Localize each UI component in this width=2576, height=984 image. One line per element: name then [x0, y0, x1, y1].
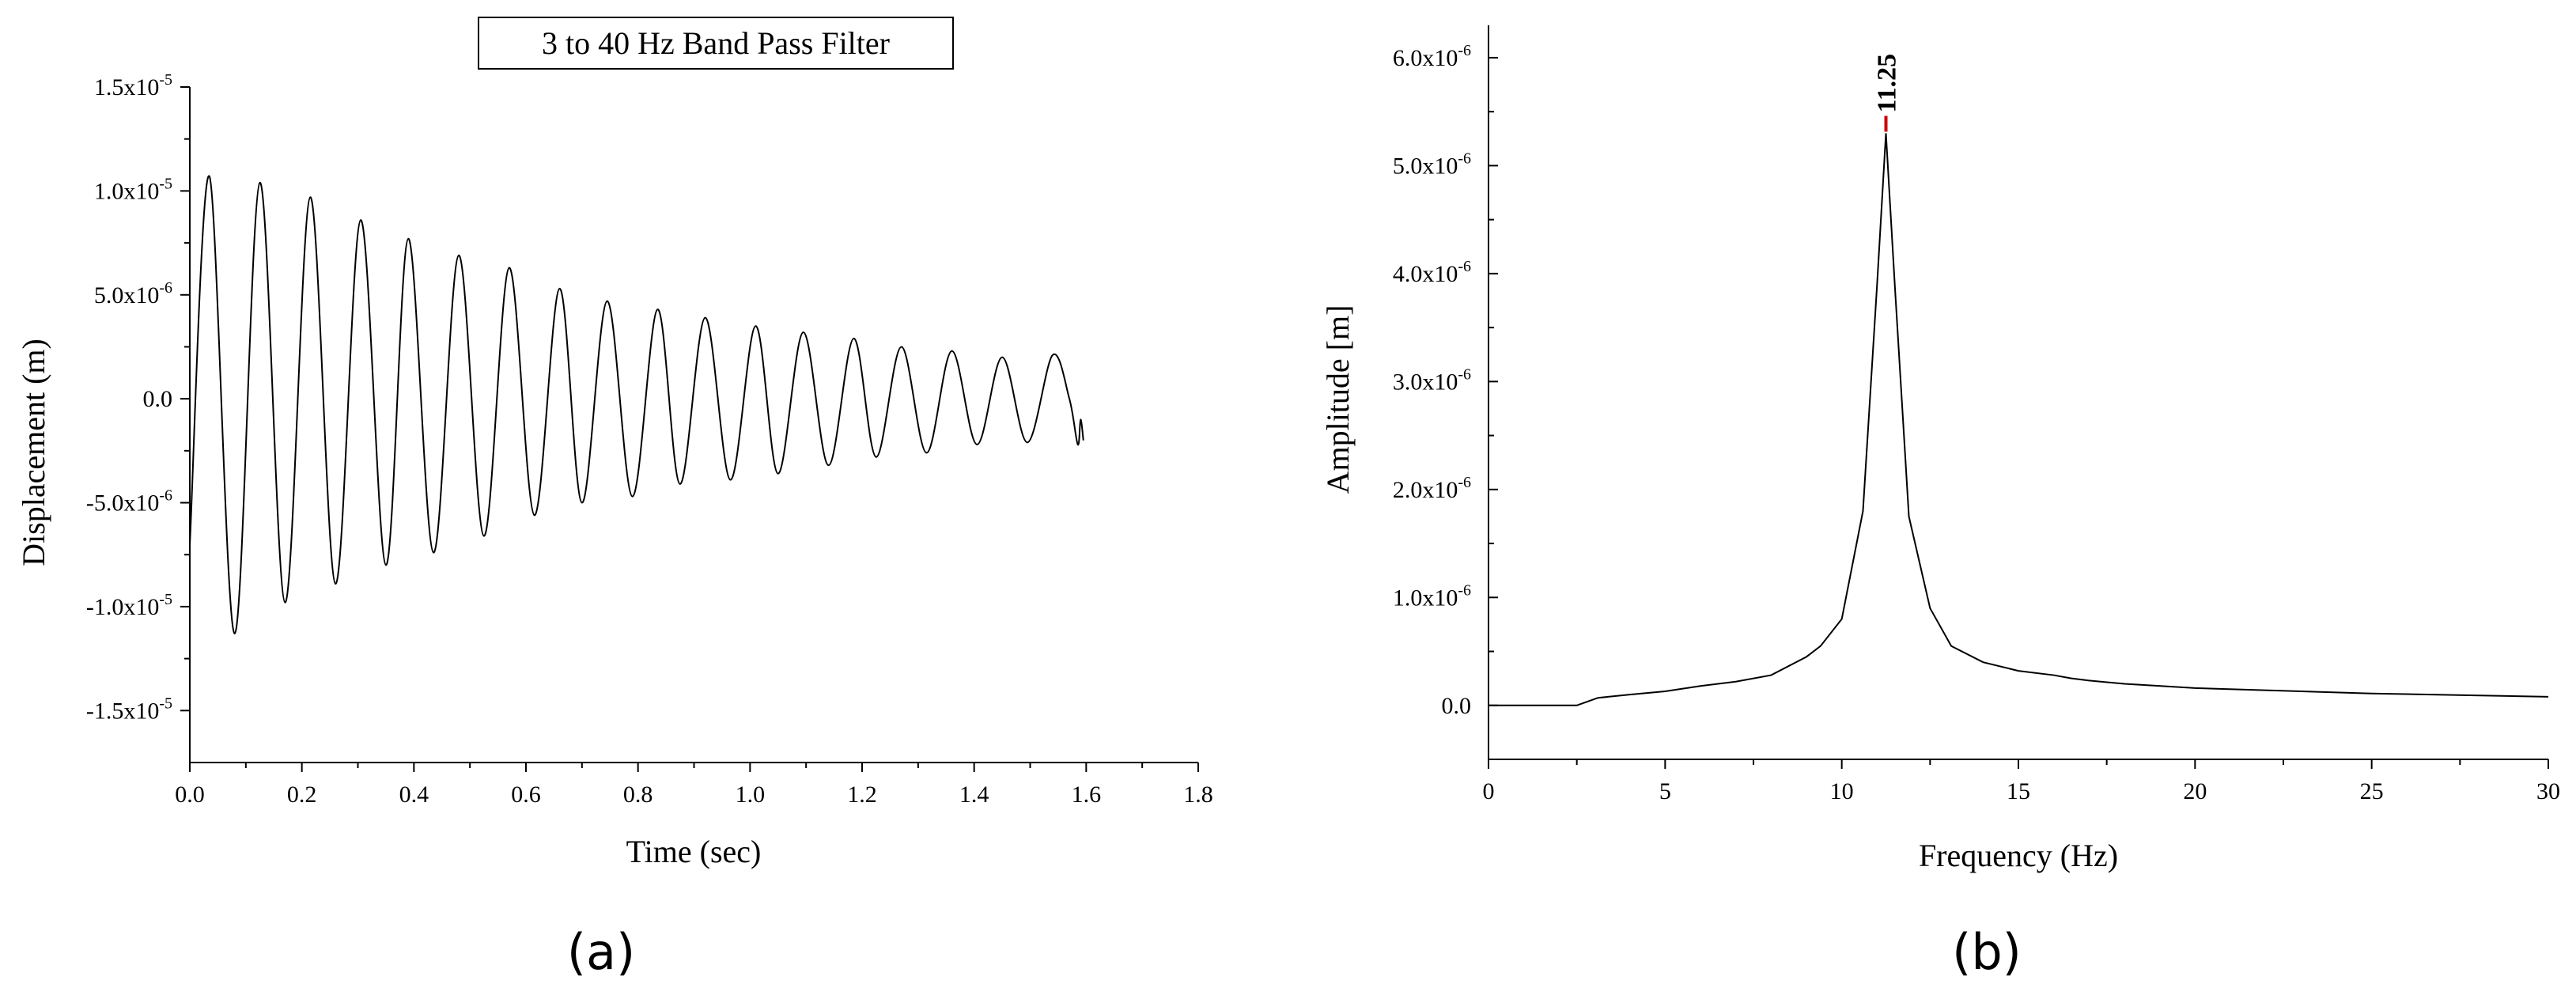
x-tick-label: 10 [1830, 778, 1854, 804]
y-tick-label: -1.0x10-5 [86, 591, 172, 620]
chart-b-y-label: Amplitude [m] [1320, 305, 1356, 494]
x-tick-label: 0.8 [623, 782, 653, 808]
x-tick-label: 20 [2183, 778, 2207, 804]
y-tick-label: -5.0x10-6 [86, 487, 172, 517]
x-tick-label: 1.6 [1072, 782, 1102, 808]
y-tick-label: 2.0x10-6 [1393, 474, 1471, 503]
x-tick-label: 0.0 [175, 782, 205, 808]
x-tick-label: 1.8 [1183, 782, 1213, 808]
chart-b-x-ticks: 0 5 10 15 20 25 30 [1483, 759, 2560, 804]
chart-b-panel-label: (b) [1952, 923, 2022, 981]
chart-b-y-ticks: 6.0x10-6 5.0x10-6 4.0x10-6 3.0x10-6 2.0x10-6… [1393, 42, 1498, 719]
chart-a-y-label: Displacement (m) [16, 339, 51, 566]
chart-a-title: 3 to 40 Hz Band Pass Filter [542, 25, 890, 61]
x-tick-label: 15 [2007, 778, 2030, 804]
x-tick-label: 0.2 [287, 782, 317, 808]
y-tick-label: 5.0x10-6 [1393, 149, 1471, 179]
chart-b-amplitude-spectrum: 0 5 10 15 20 25 30 6.0x10-6 5.0x10-6 4.0x10-6 3.0… [1320, 25, 2560, 981]
x-tick-label: 1.0 [736, 782, 766, 808]
chart-b-peak-marker: 11.25 [1873, 54, 1902, 132]
x-tick-label: 0 [1483, 778, 1495, 804]
chart-a-displacement: 3 to 40 Hz Band Pass Filter 0.0 0.2 0.4 0.6… [16, 17, 1213, 981]
peak-label: 11.25 [1873, 54, 1902, 113]
y-tick-label: 1.5x10-5 [94, 71, 172, 100]
chart-a-panel-label: (a) [567, 923, 635, 981]
x-tick-label: 30 [2536, 778, 2560, 804]
chart-b-x-label: Frequency (Hz) [1919, 838, 2118, 873]
y-tick-label: 6.0x10-6 [1393, 42, 1471, 71]
y-tick-label: 0.0 [1442, 693, 1472, 719]
y-tick-label: 0.0 [143, 386, 173, 412]
x-tick-label: 0.6 [511, 782, 541, 808]
y-tick-label: 1.0x10-5 [94, 175, 172, 204]
y-tick-label: 3.0x10-6 [1393, 365, 1471, 395]
chart-a-series-line [189, 175, 1084, 635]
y-tick-label: 1.0x10-6 [1393, 581, 1471, 611]
chart-a-title-box [478, 17, 954, 70]
chart-a-x-label: Time (sec) [626, 834, 762, 869]
y-tick-label: 4.0x10-6 [1393, 258, 1471, 287]
x-tick-label: 25 [2360, 778, 2384, 804]
chart-a-y-ticks: 1.5x10-5 1.0x10-5 5.0x10-6 0.0 -5.0x10-6 -1.0… [86, 71, 190, 724]
x-tick-label: 1.4 [959, 782, 989, 808]
y-tick-label: 5.0x10-6 [94, 279, 172, 308]
x-tick-label: 0.4 [399, 782, 429, 808]
x-tick-label: 5 [1659, 778, 1671, 804]
chart-a-x-ticks: 0.0 0.2 0.4 0.6 0.8 1.0 1.2 1.4 1.6 1.8 [175, 763, 1213, 808]
x-tick-label: 1.2 [847, 782, 877, 808]
y-tick-label: -1.5x10-5 [86, 694, 172, 724]
chart-b-series-line [1488, 133, 2549, 706]
